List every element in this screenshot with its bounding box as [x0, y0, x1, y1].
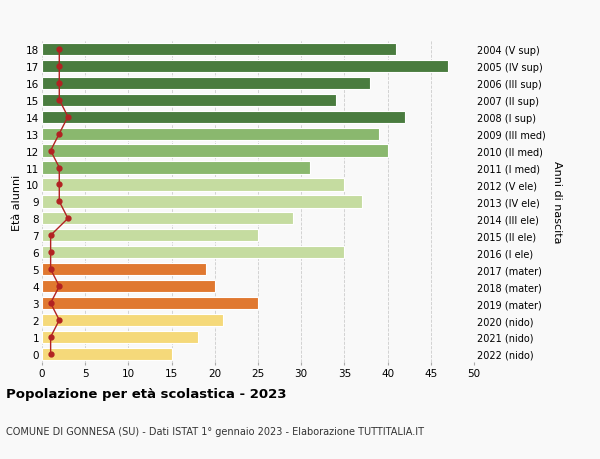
Bar	[42, 230, 258, 242]
Bar	[42, 314, 223, 326]
Bar	[42, 213, 293, 225]
Bar	[42, 61, 448, 73]
Bar	[42, 128, 379, 140]
Bar	[42, 145, 388, 157]
Bar	[42, 95, 336, 106]
Bar	[42, 112, 405, 123]
Bar	[42, 348, 172, 360]
Y-axis label: Anni di nascita: Anni di nascita	[552, 161, 562, 243]
Bar	[42, 179, 344, 191]
Text: Popolazione per età scolastica - 2023: Popolazione per età scolastica - 2023	[6, 387, 287, 400]
Bar	[42, 196, 362, 208]
Bar	[42, 280, 215, 292]
Y-axis label: Età alunni: Età alunni	[12, 174, 22, 230]
Bar	[42, 78, 370, 90]
Bar	[42, 162, 310, 174]
Bar	[42, 297, 258, 309]
Bar	[42, 263, 206, 276]
Bar	[42, 246, 344, 259]
Text: COMUNE DI GONNESA (SU) - Dati ISTAT 1° gennaio 2023 - Elaborazione TUTTITALIA.IT: COMUNE DI GONNESA (SU) - Dati ISTAT 1° g…	[6, 426, 424, 436]
Bar	[42, 44, 396, 56]
Bar	[42, 331, 197, 343]
